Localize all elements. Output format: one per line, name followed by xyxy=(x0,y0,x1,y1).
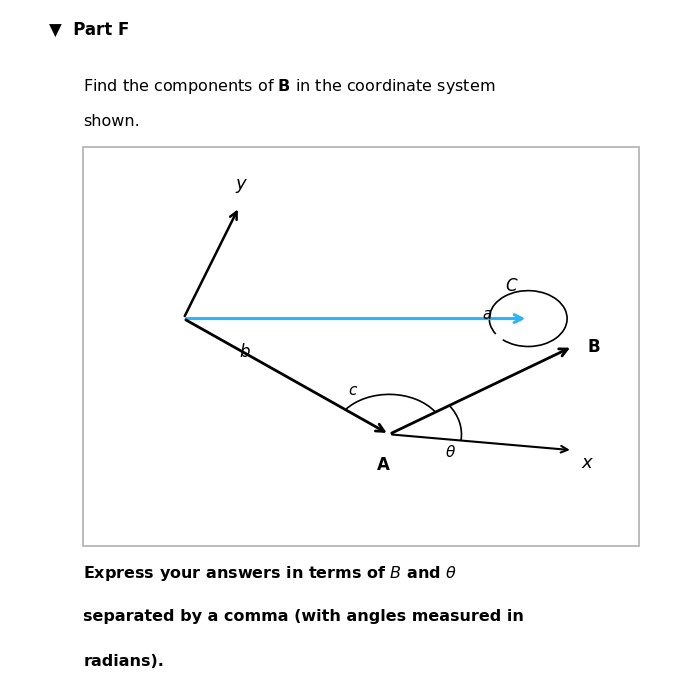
Text: $a$: $a$ xyxy=(482,307,492,322)
Text: $y$: $y$ xyxy=(235,177,249,195)
Text: ▼  Part F: ▼ Part F xyxy=(49,21,129,39)
Text: $\mathbf{A}$: $\mathbf{A}$ xyxy=(376,456,391,474)
Text: Find the components of $\mathbf{B}$ in the coordinate system: Find the components of $\mathbf{B}$ in t… xyxy=(83,76,496,96)
Text: $x$: $x$ xyxy=(581,454,594,472)
Text: $\theta$: $\theta$ xyxy=(445,444,456,461)
Text: $b$: $b$ xyxy=(239,342,251,360)
Text: Express your answers in terms of $B$ and $\theta$: Express your answers in terms of $B$ and… xyxy=(83,564,457,582)
Text: $\mathbf{B}$: $\mathbf{B}$ xyxy=(587,337,600,356)
Text: $c$: $c$ xyxy=(348,384,358,398)
Text: shown.: shown. xyxy=(83,114,140,130)
Text: radians).: radians). xyxy=(83,654,164,669)
Text: $C$: $C$ xyxy=(505,276,518,295)
Text: separated by a comma (with angles measured in: separated by a comma (with angles measur… xyxy=(83,609,524,624)
